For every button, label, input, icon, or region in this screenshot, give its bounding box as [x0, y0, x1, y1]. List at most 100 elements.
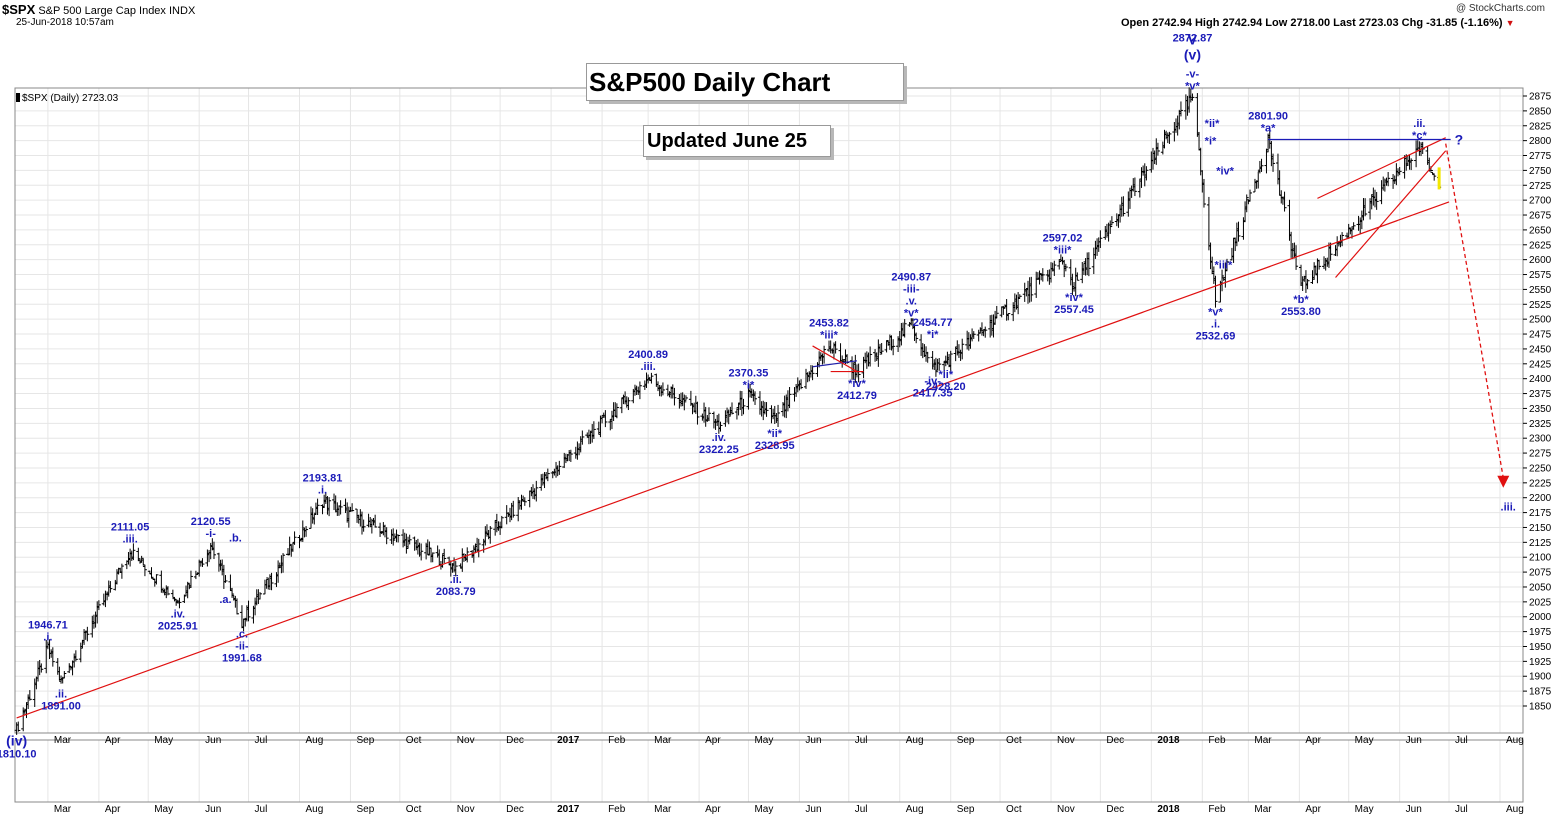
y-tick-label: 2225 — [1529, 478, 1552, 489]
trendlines — [16, 137, 1510, 719]
wave-label: .c. — [236, 629, 248, 641]
wave-label: .v. — [906, 296, 917, 308]
wave-labels: 1946.71.i..ii.1891.002111.05.iii..iv.202… — [0, 31, 1516, 760]
wave-label: *v* — [904, 308, 919, 320]
quote-values: Open 2742.94 High 2742.94 Low 2718.00 La… — [1121, 17, 1503, 29]
x-tick-label-lower: Apr — [1305, 804, 1321, 815]
x-tick-label: Dec — [1106, 735, 1124, 746]
x-tick-label-lower: May — [154, 804, 173, 815]
projection-arrowhead — [1497, 475, 1510, 488]
timestamp: 25-Jun-2018 10:57am — [16, 17, 114, 28]
wave-label: *v* — [1208, 307, 1223, 319]
x-tick-label: Sep — [957, 735, 975, 746]
y-tick-label: 2600 — [1529, 255, 1552, 266]
y-tick-label: 1975 — [1529, 627, 1552, 638]
wave-label: .iii. — [1501, 502, 1516, 514]
wave-label: *iii* — [820, 330, 838, 342]
wave-label: 2412.79 — [837, 390, 877, 402]
x-tick-label: Feb — [1208, 735, 1226, 746]
x-tick-label: Jul — [1455, 735, 1468, 746]
x-axis: Mar Mar Apr Apr May May Jun Jun Jul Jul Aug Aug Sep S… — [54, 735, 1524, 815]
wave-label: .b. — [229, 532, 242, 544]
trendline — [16, 201, 1450, 719]
wave-label: .i. — [1211, 319, 1220, 331]
y-tick-label: 1925 — [1529, 657, 1552, 668]
x-tick-label: Mar — [1254, 735, 1272, 746]
wave-label: 1810.10 — [0, 749, 37, 761]
wave-label: 2801.90 — [1248, 111, 1288, 123]
wave-label: .a. — [219, 594, 231, 606]
wave-label: 1946.71 — [28, 619, 68, 631]
wave-label: 2872.87 — [1173, 32, 1213, 44]
y-tick-label: 1950 — [1529, 642, 1552, 653]
y-tick-label: 2825 — [1529, 121, 1552, 132]
y-tick-label: 2375 — [1529, 389, 1552, 400]
y-tick-label: 2650 — [1529, 225, 1552, 236]
y-tick-label: 2200 — [1529, 493, 1552, 504]
wave-label: *i* — [927, 329, 939, 341]
y-axis: 1850 1875 1900 1925 1950 1975 2000 2025 2050 2075… — [1523, 92, 1552, 713]
trendline — [1317, 137, 1446, 199]
x-tick-label-lower: Mar — [54, 804, 72, 815]
x-tick-label: Feb — [608, 735, 626, 746]
y-tick-label: 2575 — [1529, 270, 1552, 281]
x-tick-label: Aug — [305, 735, 323, 746]
x-tick-label: May — [754, 735, 773, 746]
exchange: INDX — [169, 5, 196, 17]
x-tick-label: Nov — [457, 735, 475, 746]
x-tick-label-lower: Jul — [855, 804, 868, 815]
y-tick-label: 2150 — [1529, 523, 1552, 534]
x-tick-label: Mar — [654, 735, 672, 746]
trendline — [812, 360, 858, 368]
wave-label: .iii. — [122, 534, 137, 546]
y-tick-label: 2725 — [1529, 181, 1552, 192]
y-tick-label: 2500 — [1529, 315, 1552, 326]
wave-label: 2322.25 — [699, 444, 739, 456]
last-bar-highlight — [1437, 167, 1441, 190]
x-tick-label-lower: Jun — [805, 804, 821, 815]
x-tick-label-lower: Jun — [205, 804, 221, 815]
x-tick-label-lower: Apr — [105, 804, 121, 815]
instrument-name: S&P 500 Large Cap Index — [38, 5, 166, 17]
wave-label: 2400.89 — [628, 349, 668, 361]
wave-label: 2532.69 — [1196, 331, 1236, 343]
y-tick-label: 1850 — [1529, 702, 1552, 713]
wave-label: *iv* — [1216, 165, 1234, 177]
y-tick-label: 2275 — [1529, 449, 1552, 460]
x-tick-label-lower: Sep — [356, 804, 374, 815]
wave-label: -ii- — [235, 641, 249, 653]
wave-label: .ii. — [1413, 118, 1425, 130]
wave-label: V — [1188, 31, 1198, 47]
x-tick-label-lower: Mar — [654, 804, 672, 815]
y-tick-label: 2475 — [1529, 330, 1552, 341]
wave-label: 2453.82 — [809, 318, 849, 330]
y-tick-label: 2300 — [1529, 434, 1552, 445]
wave-label: 2557.45 — [1054, 304, 1094, 316]
wave-label: (iv) — [6, 733, 27, 749]
x-tick-label: Jul — [855, 735, 868, 746]
x-tick-label-lower: Sep — [957, 804, 975, 815]
wave-label: 2025.91 — [158, 620, 198, 632]
symbol: $SPX — [2, 2, 36, 17]
x-tick-label: Apr — [105, 735, 121, 746]
wave-label: *c* — [1412, 130, 1427, 142]
x-tick-label-lower: May — [754, 804, 773, 815]
x-tick-label-lower: Mar — [1254, 804, 1272, 815]
y-tick-label: 2175 — [1529, 508, 1552, 519]
x-tick-label-lower: Oct — [1006, 804, 1022, 815]
wave-label: 2111.05 — [111, 522, 150, 534]
wave-label: *a* — [1261, 123, 1276, 135]
updated-box: Updated June 25 — [643, 125, 831, 157]
trendline — [812, 345, 858, 373]
y-tick-label: 2425 — [1529, 359, 1552, 370]
x-tick-label-lower: Feb — [608, 804, 626, 815]
wave-label: 1991.68 — [222, 653, 262, 665]
x-tick-label-lower: Aug — [906, 804, 924, 815]
legend-text: $SPX (Daily) 2723.03 — [22, 93, 119, 104]
x-tick-label-lower: Jun — [1406, 804, 1422, 815]
y-tick-label: 1900 — [1529, 672, 1552, 683]
y-tick-label: 2250 — [1529, 463, 1552, 474]
y-tick-label: 2000 — [1529, 612, 1552, 623]
y-tick-label: 2325 — [1529, 419, 1552, 430]
